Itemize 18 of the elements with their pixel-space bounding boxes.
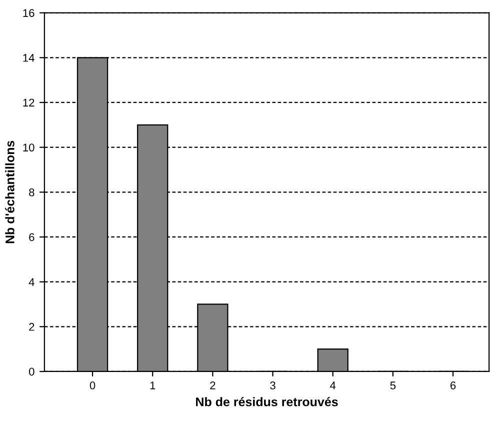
x-tick-label: 4 xyxy=(330,382,336,390)
y-tick-label: 12 xyxy=(23,98,34,107)
y-tick-label: 16 xyxy=(23,9,34,17)
x-tick-label: 3 xyxy=(270,382,276,390)
y-tick-label: 4 xyxy=(28,278,34,286)
y-tick-label: 14 xyxy=(23,54,34,62)
y-tick-label: 10 xyxy=(23,144,34,152)
y-tick-label: 2 xyxy=(29,322,34,331)
x-tick-label: 0 xyxy=(90,382,96,390)
y-tick-label: 8 xyxy=(29,188,34,196)
x-tick-label: 1 xyxy=(150,382,156,390)
y-tick-label: 6 xyxy=(29,233,34,242)
x-tick-label: 2 xyxy=(210,382,216,390)
x-axis-title: Nb de résidus retrouvés xyxy=(196,397,338,406)
x-tick-label: 6 xyxy=(450,382,456,390)
y-tick-label: 0 xyxy=(28,368,34,376)
y-axis-title: Nb d'échantillons xyxy=(5,140,14,244)
x-tick-label: 5 xyxy=(390,382,396,390)
